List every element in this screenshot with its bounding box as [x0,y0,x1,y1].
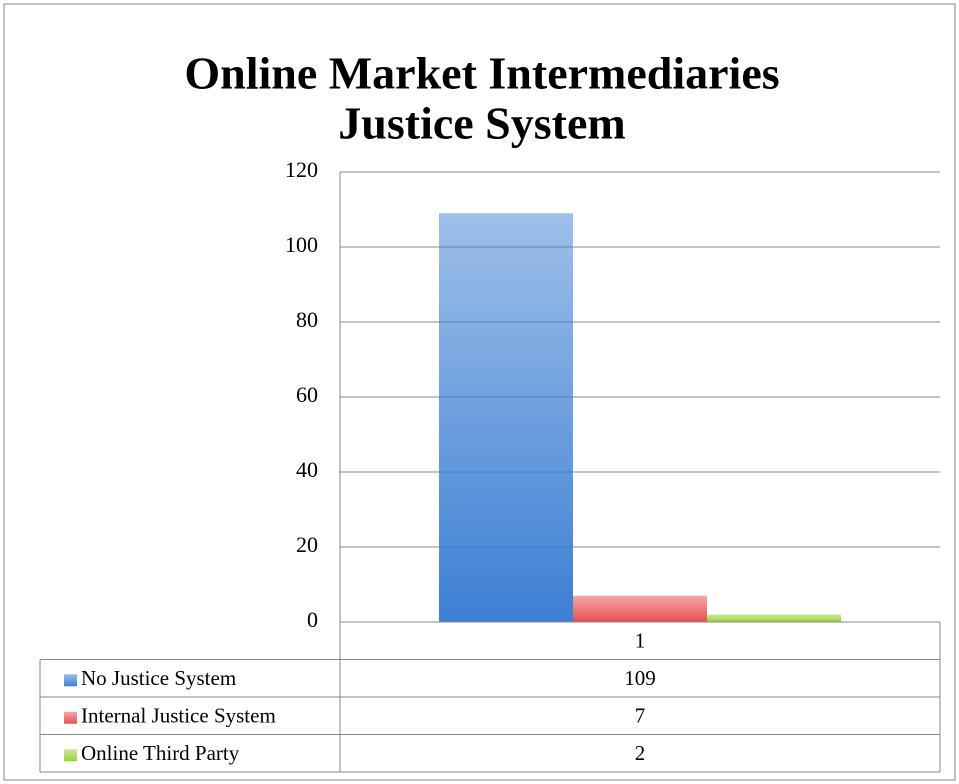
legend-label: Internal Justice System [81,704,276,728]
bar [439,213,573,622]
y-tick-label: 0 [307,607,318,632]
y-tick-label: 40 [296,457,318,482]
chart-title: Justice System [338,98,625,149]
y-tick-label: 120 [285,157,318,182]
legend-key [64,674,77,687]
bar [707,614,841,622]
bar [573,595,707,622]
y-tick-label: 60 [296,382,318,407]
legend-label: Online Third Party [81,741,240,765]
y-tick-label: 80 [296,307,318,332]
y-tick-label: 20 [296,532,318,557]
legend-key [64,711,77,724]
chart-title: Online Market Intermediaries [184,48,779,99]
table-value: 109 [624,666,656,690]
table-value: 2 [635,741,646,765]
x-tick-label: 1 [635,629,646,653]
legend-label: No Justice System [81,666,236,690]
table-value: 7 [635,704,646,728]
y-tick-label: 100 [285,232,318,257]
legend-key [64,749,77,762]
